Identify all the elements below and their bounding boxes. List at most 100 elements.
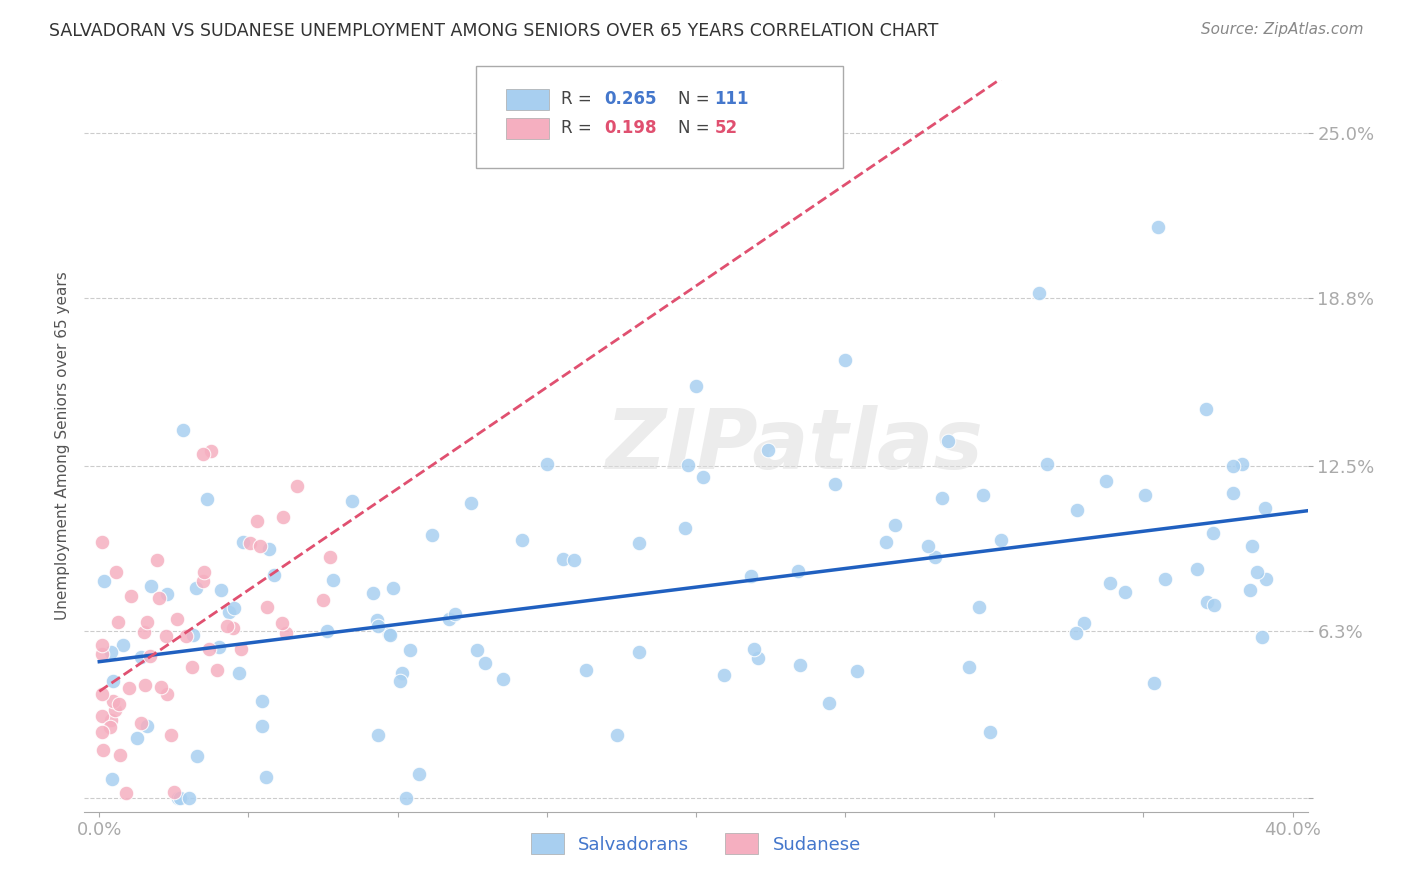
Point	[169, 791, 191, 805]
Point	[246, 514, 269, 528]
FancyBboxPatch shape	[475, 66, 842, 168]
Point	[967, 600, 990, 615]
Point	[218, 605, 240, 619]
Point	[1246, 565, 1268, 579]
Point	[1185, 562, 1208, 576]
Point	[786, 564, 808, 578]
Point	[195, 491, 218, 506]
Point	[93, 574, 115, 588]
Point	[420, 528, 443, 542]
Point	[136, 718, 159, 732]
Point	[740, 569, 762, 583]
Point	[139, 579, 162, 593]
Point	[917, 539, 939, 553]
Point	[367, 728, 389, 742]
Point	[388, 673, 411, 688]
Point	[685, 379, 707, 393]
Point	[101, 772, 124, 786]
Point	[163, 785, 186, 799]
Point	[1114, 585, 1136, 599]
Point	[1066, 626, 1088, 640]
Point	[177, 791, 200, 805]
Point	[166, 791, 188, 805]
Point	[100, 645, 122, 659]
Point	[176, 630, 198, 644]
Point	[399, 643, 422, 657]
Point	[931, 491, 953, 506]
Point	[460, 496, 482, 510]
Point	[1066, 503, 1088, 517]
Point	[120, 589, 142, 603]
Point	[254, 770, 277, 784]
Text: 111: 111	[714, 89, 749, 108]
Point	[342, 494, 364, 508]
Point	[108, 748, 131, 763]
Point	[232, 535, 254, 549]
Point	[367, 619, 389, 633]
Point	[139, 648, 162, 663]
Point	[1095, 474, 1118, 488]
Legend: Salvadorans, Sudanese: Salvadorans, Sudanese	[524, 826, 868, 861]
Point	[315, 624, 337, 639]
Point	[91, 535, 114, 549]
Point	[273, 510, 295, 524]
Point	[184, 582, 207, 596]
Point	[378, 628, 401, 642]
Point	[91, 708, 114, 723]
Point	[101, 694, 124, 708]
Text: ZIPatlas: ZIPatlas	[605, 406, 983, 486]
Point	[149, 680, 172, 694]
Point	[391, 665, 413, 680]
Point	[990, 533, 1012, 548]
Point	[186, 749, 208, 764]
Text: 0.265: 0.265	[605, 89, 657, 108]
Point	[1147, 219, 1170, 234]
Text: R =: R =	[561, 119, 592, 136]
Point	[465, 643, 488, 657]
Point	[1230, 457, 1253, 471]
Point	[1241, 540, 1264, 554]
Point	[229, 641, 252, 656]
Point	[1028, 286, 1050, 301]
Point	[172, 423, 194, 437]
Point	[112, 638, 135, 652]
Text: 0.198: 0.198	[605, 119, 657, 136]
FancyBboxPatch shape	[506, 89, 550, 110]
Point	[824, 476, 846, 491]
Text: 52: 52	[714, 119, 737, 136]
Point	[181, 628, 204, 642]
Point	[676, 458, 699, 473]
Point	[108, 698, 131, 712]
Point	[166, 612, 188, 626]
Point	[250, 693, 273, 707]
Point	[606, 728, 628, 742]
Text: SALVADORAN VS SUDANESE UNEMPLOYMENT AMONG SENIORS OVER 65 YEARS CORRELATION CHAR: SALVADORAN VS SUDANESE UNEMPLOYMENT AMON…	[49, 22, 939, 40]
Point	[1073, 616, 1095, 631]
Point	[817, 696, 839, 710]
Point	[673, 521, 696, 535]
Point	[1133, 488, 1156, 502]
Point	[1197, 595, 1219, 609]
Point	[117, 681, 139, 695]
Point	[259, 542, 281, 557]
Point	[208, 640, 231, 655]
Point	[1239, 582, 1261, 597]
Point	[221, 621, 243, 635]
Point	[180, 660, 202, 674]
Point	[285, 479, 308, 493]
Point	[91, 638, 114, 652]
Point	[250, 719, 273, 733]
Point	[575, 663, 598, 677]
Y-axis label: Unemployment Among Seniors over 65 years: Unemployment Among Seniors over 65 years	[55, 272, 70, 620]
Point	[936, 434, 959, 449]
Point	[156, 587, 179, 601]
Point	[627, 645, 650, 659]
Point	[713, 668, 735, 682]
Point	[744, 642, 766, 657]
Point	[115, 787, 138, 801]
Point	[98, 719, 121, 733]
Point	[322, 574, 344, 588]
Point	[239, 536, 262, 550]
Point	[160, 728, 183, 742]
Point	[101, 674, 124, 689]
